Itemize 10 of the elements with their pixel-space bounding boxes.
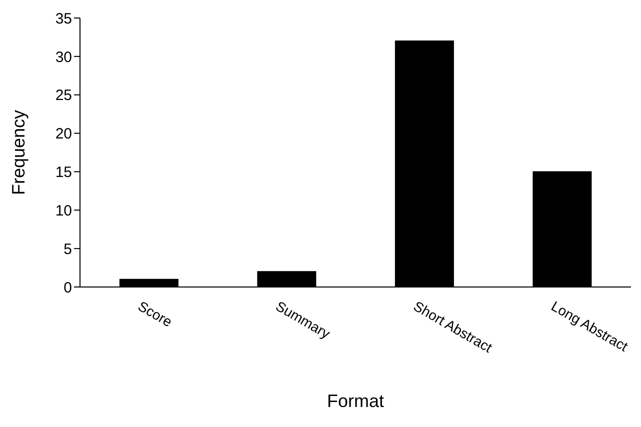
y-tick-label: 15 [55, 164, 72, 182]
x-axis-title: Format [326, 391, 384, 411]
y-tick-label: 35 [55, 10, 72, 28]
y-tick-label: 0 [64, 279, 72, 296]
y-tick-label: 10 [55, 202, 72, 220]
y-tick-label: 25 [55, 87, 72, 104]
y-tick-label: 20 [55, 126, 72, 143]
y-axis-title: Frequency [8, 110, 28, 196]
y-tick-label: 5 [64, 240, 72, 258]
y-tick-label: 30 [55, 48, 72, 66]
